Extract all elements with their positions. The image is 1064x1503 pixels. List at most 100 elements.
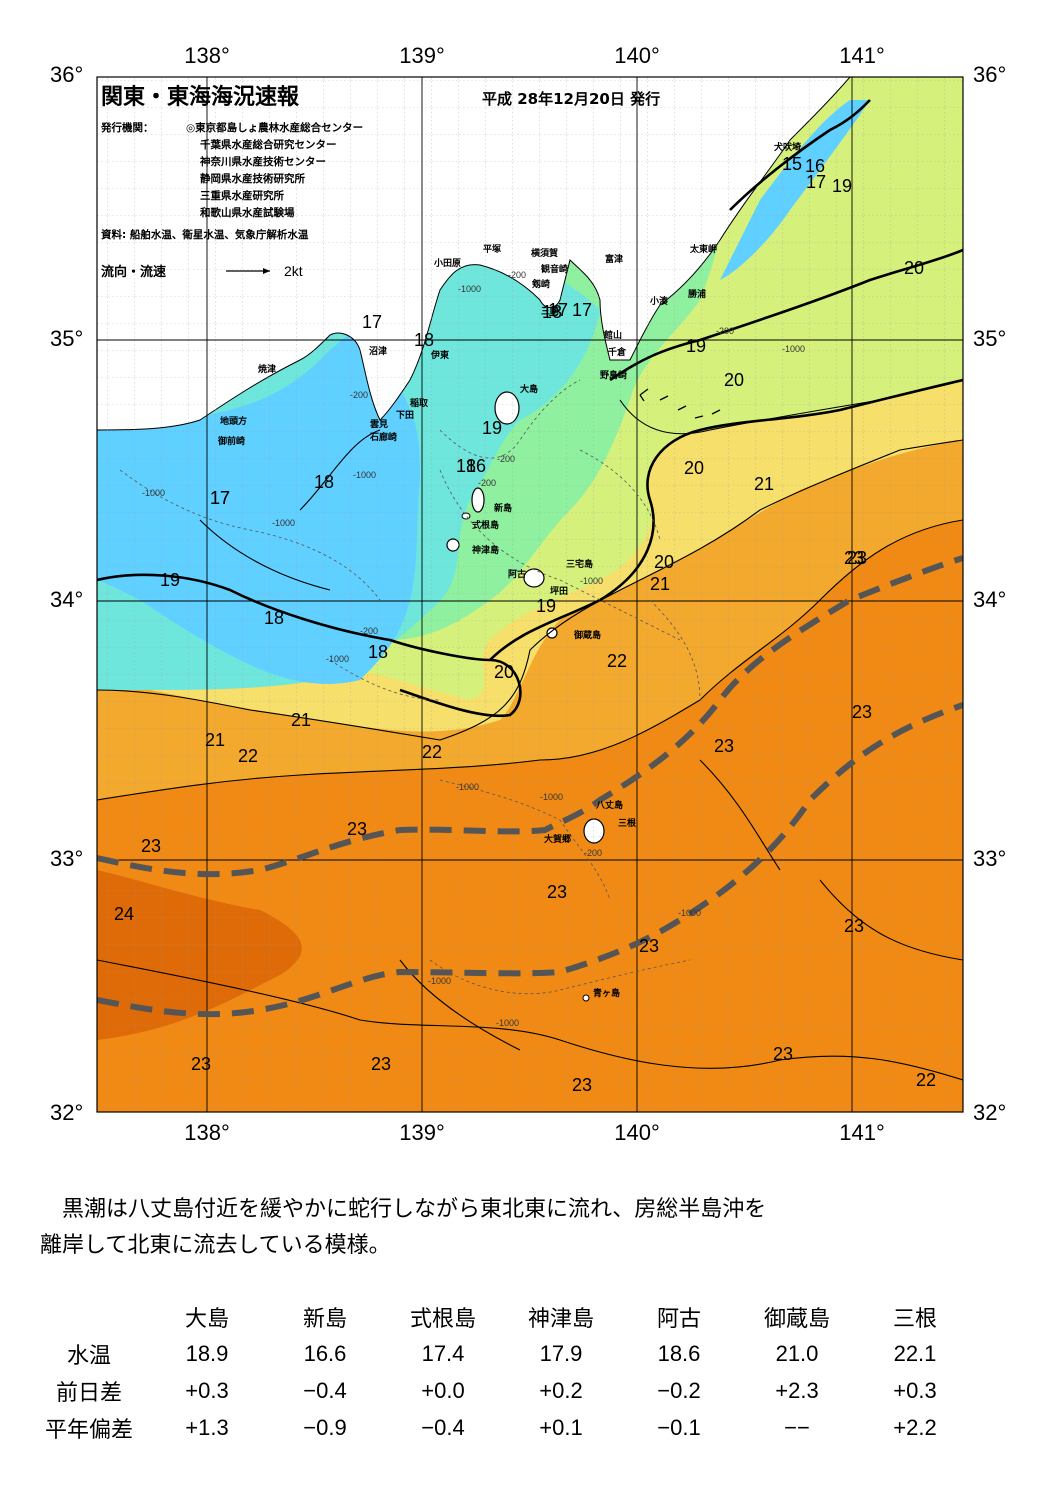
place-name: 伊東	[430, 349, 449, 361]
isotherm-label: 18	[456, 456, 476, 476]
isotherm-label: 23	[773, 1044, 793, 1064]
table-cell: 18.6	[657, 1340, 701, 1366]
lat-label-right: 36°	[973, 62, 1006, 87]
isotherm-label: 17	[210, 488, 230, 508]
place-name: 石廊崎	[369, 431, 397, 443]
lat-label-right: 33°	[973, 846, 1006, 871]
table-cell: 18.9	[185, 1340, 229, 1366]
place-names: 犬吠埼 太東岬 勝浦 小湊 富津 館山 千倉 野島崎 小田原 平塚 横須賀 観音…	[217, 141, 801, 999]
place-name: 勝浦	[688, 288, 706, 300]
svg-text:-200: -200	[508, 270, 526, 280]
isotherm-label: 16	[805, 156, 825, 176]
issuer: 静岡県水産技術研究所	[200, 172, 305, 185]
summary-line: 黒潮は八丈島付近を緩やかに蛇行しながら東北東に流れ、房総半島沖を	[62, 1197, 767, 1222]
isotherm-label: 23	[371, 1054, 391, 1074]
svg-text:-200: -200	[584, 848, 602, 858]
svg-text:-1000: -1000	[353, 470, 376, 480]
station-header: 新島	[302, 1305, 347, 1331]
table-row: 平年偏差 +1.3 −0.9 −0.4 +0.1 −0.1 −− +2.2	[30, 1409, 974, 1446]
isotherm-label: 20	[904, 258, 924, 278]
table-cell: +1.3	[185, 1414, 229, 1440]
isotherm-label: 15	[782, 154, 802, 174]
place-name: 雲見	[370, 418, 388, 430]
place-name: 観音崎	[541, 263, 568, 275]
place-name: 野島崎	[600, 369, 627, 381]
table-cell: 16.6	[303, 1340, 347, 1366]
isotherm-label: 21	[291, 710, 311, 730]
lon-label-bottom: 140°	[614, 1120, 660, 1145]
table-cell: 22.1	[893, 1340, 937, 1366]
lon-label-top: 138°	[184, 43, 230, 68]
lon-label-bottom: 138°	[184, 1120, 230, 1145]
lon-label-top: 139°	[399, 43, 445, 68]
place-name: 富津	[605, 253, 623, 265]
isotherm-label: 20	[494, 662, 514, 682]
isotherm-label: 17	[548, 300, 568, 320]
depth-labels: -1000 -200 -1000 -200 -1000 -200 -1000 -…	[142, 270, 805, 1028]
place-name: 御前崎	[217, 435, 245, 447]
issuer: ◎東京都島しょ農林水産総合センター	[186, 121, 363, 134]
place-name: 横須賀	[531, 247, 558, 259]
isotherm-label: 23	[141, 836, 161, 856]
issuer: 三重県水産研究所	[200, 189, 284, 202]
svg-text:-1000: -1000	[142, 488, 165, 498]
isotherm-label: 22	[916, 1070, 936, 1090]
isotherm-label: 20	[724, 370, 744, 390]
table-cell: 17.4	[421, 1340, 465, 1366]
summary-text: 黒潮は八丈島付近を緩やかに蛇行しながら東北東に流れ、房総半島沖を 離岸して北東に…	[40, 1192, 1025, 1264]
place-name: 犬吠埼	[773, 141, 801, 153]
isotherm-label: 23	[347, 819, 367, 839]
place-name: 館山	[603, 329, 622, 341]
lat-label-left: 33°	[50, 846, 83, 871]
sea-temperature-map: 138° 139° 140° 141° 138° 139° 140° 141° …	[50, 43, 1006, 1145]
table-cell: −0.9	[303, 1414, 347, 1440]
table-cell: +2.3	[775, 1377, 819, 1403]
isotherm-label: 18	[368, 642, 388, 662]
svg-text:-1000: -1000	[678, 908, 701, 918]
row-label: 平年偏差	[44, 1416, 133, 1442]
isotherm-label: 18	[264, 608, 284, 628]
station-header: 阿古	[656, 1305, 701, 1331]
isotherm-label: 23	[191, 1054, 211, 1074]
table-cell: −0.2	[657, 1377, 701, 1403]
place-name: 沼津	[369, 345, 387, 357]
svg-text:-1000: -1000	[428, 976, 451, 986]
isotherm-label: 19	[536, 596, 556, 616]
svg-text:-200: -200	[497, 454, 515, 464]
place-name: 青ヶ島	[593, 987, 620, 999]
isotherm-label: 23	[714, 736, 734, 756]
isotherm-label: 23	[547, 882, 567, 902]
isotherm-20-thick	[97, 99, 963, 718]
place-name: 剱崎	[531, 278, 550, 290]
isotherm-label: 18	[314, 472, 334, 492]
svg-text:-200: -200	[716, 326, 734, 336]
place-name: 稲取	[410, 397, 429, 409]
isotherm-label: 16	[466, 456, 486, 476]
lon-label-top: 140°	[614, 43, 660, 68]
svg-text:-1000: -1000	[540, 792, 563, 802]
isotherm-label: 23	[852, 702, 872, 722]
place-name: 焼津	[258, 363, 276, 375]
place-name: 御蔵島	[573, 629, 601, 641]
isotherm-label: 18	[414, 330, 434, 350]
isotherm-label: 22	[422, 742, 442, 762]
map-title: 関東・東海海況速報	[101, 84, 300, 110]
isotherm-label: 17	[572, 300, 592, 320]
svg-text:-1000: -1000	[580, 576, 603, 586]
isotherm-label: 23	[639, 936, 659, 956]
table-cell: +0.0	[421, 1377, 465, 1403]
svg-text:-200: -200	[350, 390, 368, 400]
place-name: 小湊	[649, 295, 669, 307]
svg-text:-1000: -1000	[458, 284, 481, 294]
isotherm-label: 21	[650, 574, 670, 594]
table-row: 前日差 +0.3 −0.4 +0.0 +0.2 −0.2 +2.3 +0.3	[30, 1372, 974, 1409]
lon-label-top: 141°	[839, 43, 885, 68]
isotherm-labels: 15 16 17 17 18 17 18 19 19 20 20 19 20 2…	[114, 154, 936, 1095]
place-name: 地頭方	[220, 415, 247, 427]
isotherm-label: 22	[607, 651, 627, 671]
place-name: 三根	[618, 817, 637, 829]
data-sources: 資料: 船舶水温、衛星水温、気象庁解析水温	[101, 228, 309, 241]
svg-text:-200: -200	[360, 626, 378, 636]
place-name: 大賀郷	[544, 833, 571, 845]
svg-text:-200: -200	[478, 478, 496, 488]
